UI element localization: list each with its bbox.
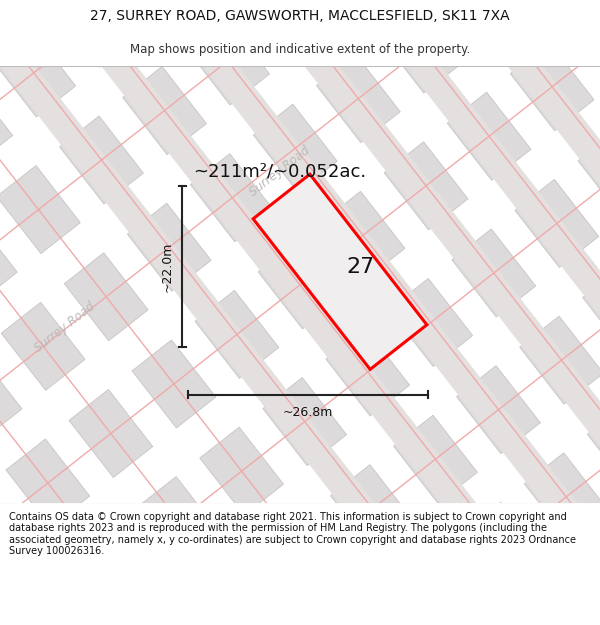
Polygon shape bbox=[326, 328, 410, 416]
Polygon shape bbox=[268, 514, 351, 602]
Polygon shape bbox=[205, 564, 288, 625]
Text: ~211m²/~0.052ac.: ~211m²/~0.052ac. bbox=[193, 162, 367, 180]
Polygon shape bbox=[389, 279, 473, 366]
Polygon shape bbox=[574, 0, 600, 81]
Polygon shape bbox=[6, 439, 90, 527]
Polygon shape bbox=[312, 0, 395, 6]
Polygon shape bbox=[0, 78, 13, 166]
Polygon shape bbox=[587, 403, 600, 491]
Polygon shape bbox=[0, 489, 26, 577]
Polygon shape bbox=[524, 453, 600, 541]
Polygon shape bbox=[258, 241, 342, 329]
Text: 27, SURREY ROAD, GAWSWORTH, MACCLESFIELD, SK11 7XA: 27, SURREY ROAD, GAWSWORTH, MACCLESFIELD… bbox=[90, 9, 510, 23]
Polygon shape bbox=[127, 203, 211, 291]
Polygon shape bbox=[452, 229, 536, 317]
Polygon shape bbox=[253, 174, 427, 369]
Polygon shape bbox=[263, 378, 347, 466]
Text: 27: 27 bbox=[346, 257, 374, 277]
Text: ~22.0m: ~22.0m bbox=[161, 242, 173, 292]
Polygon shape bbox=[132, 340, 216, 428]
Polygon shape bbox=[578, 130, 600, 218]
Text: Contains OS data © Crown copyright and database right 2021. This information is : Contains OS data © Crown copyright and d… bbox=[9, 512, 576, 556]
Text: ~26.8m: ~26.8m bbox=[283, 406, 333, 419]
Polygon shape bbox=[59, 116, 143, 204]
Polygon shape bbox=[119, 0, 600, 517]
Polygon shape bbox=[457, 366, 541, 454]
Polygon shape bbox=[249, 0, 332, 56]
Polygon shape bbox=[200, 427, 284, 515]
Polygon shape bbox=[461, 503, 545, 591]
Polygon shape bbox=[0, 352, 22, 440]
Polygon shape bbox=[520, 316, 600, 404]
Polygon shape bbox=[510, 42, 594, 131]
Polygon shape bbox=[253, 104, 337, 192]
Polygon shape bbox=[182, 0, 600, 468]
Polygon shape bbox=[55, 0, 139, 68]
Polygon shape bbox=[331, 465, 414, 552]
Polygon shape bbox=[122, 66, 206, 154]
Polygon shape bbox=[0, 0, 8, 30]
Polygon shape bbox=[118, 0, 202, 18]
Polygon shape bbox=[0, 166, 80, 254]
Polygon shape bbox=[186, 17, 269, 105]
Polygon shape bbox=[0, 0, 565, 625]
Polygon shape bbox=[1, 302, 85, 391]
Polygon shape bbox=[447, 92, 531, 180]
Polygon shape bbox=[583, 267, 600, 354]
Polygon shape bbox=[398, 552, 482, 625]
Polygon shape bbox=[137, 477, 220, 564]
Polygon shape bbox=[0, 215, 17, 303]
Text: Map shows position and indicative extent of the property.: Map shows position and indicative extent… bbox=[130, 42, 470, 56]
Polygon shape bbox=[74, 526, 157, 614]
Polygon shape bbox=[394, 415, 478, 503]
Text: Surrey Road: Surrey Road bbox=[32, 299, 98, 354]
Text: Surrey Road: Surrey Road bbox=[247, 144, 313, 199]
Polygon shape bbox=[64, 253, 148, 341]
Polygon shape bbox=[56, 0, 600, 566]
Polygon shape bbox=[11, 576, 94, 625]
Polygon shape bbox=[380, 5, 463, 93]
Polygon shape bbox=[195, 291, 279, 378]
Polygon shape bbox=[592, 540, 600, 625]
Polygon shape bbox=[69, 389, 153, 478]
Polygon shape bbox=[515, 179, 599, 268]
Polygon shape bbox=[316, 54, 400, 142]
Polygon shape bbox=[190, 154, 274, 242]
Polygon shape bbox=[443, 0, 526, 44]
Polygon shape bbox=[321, 191, 405, 279]
Polygon shape bbox=[384, 142, 468, 230]
Polygon shape bbox=[0, 29, 76, 117]
